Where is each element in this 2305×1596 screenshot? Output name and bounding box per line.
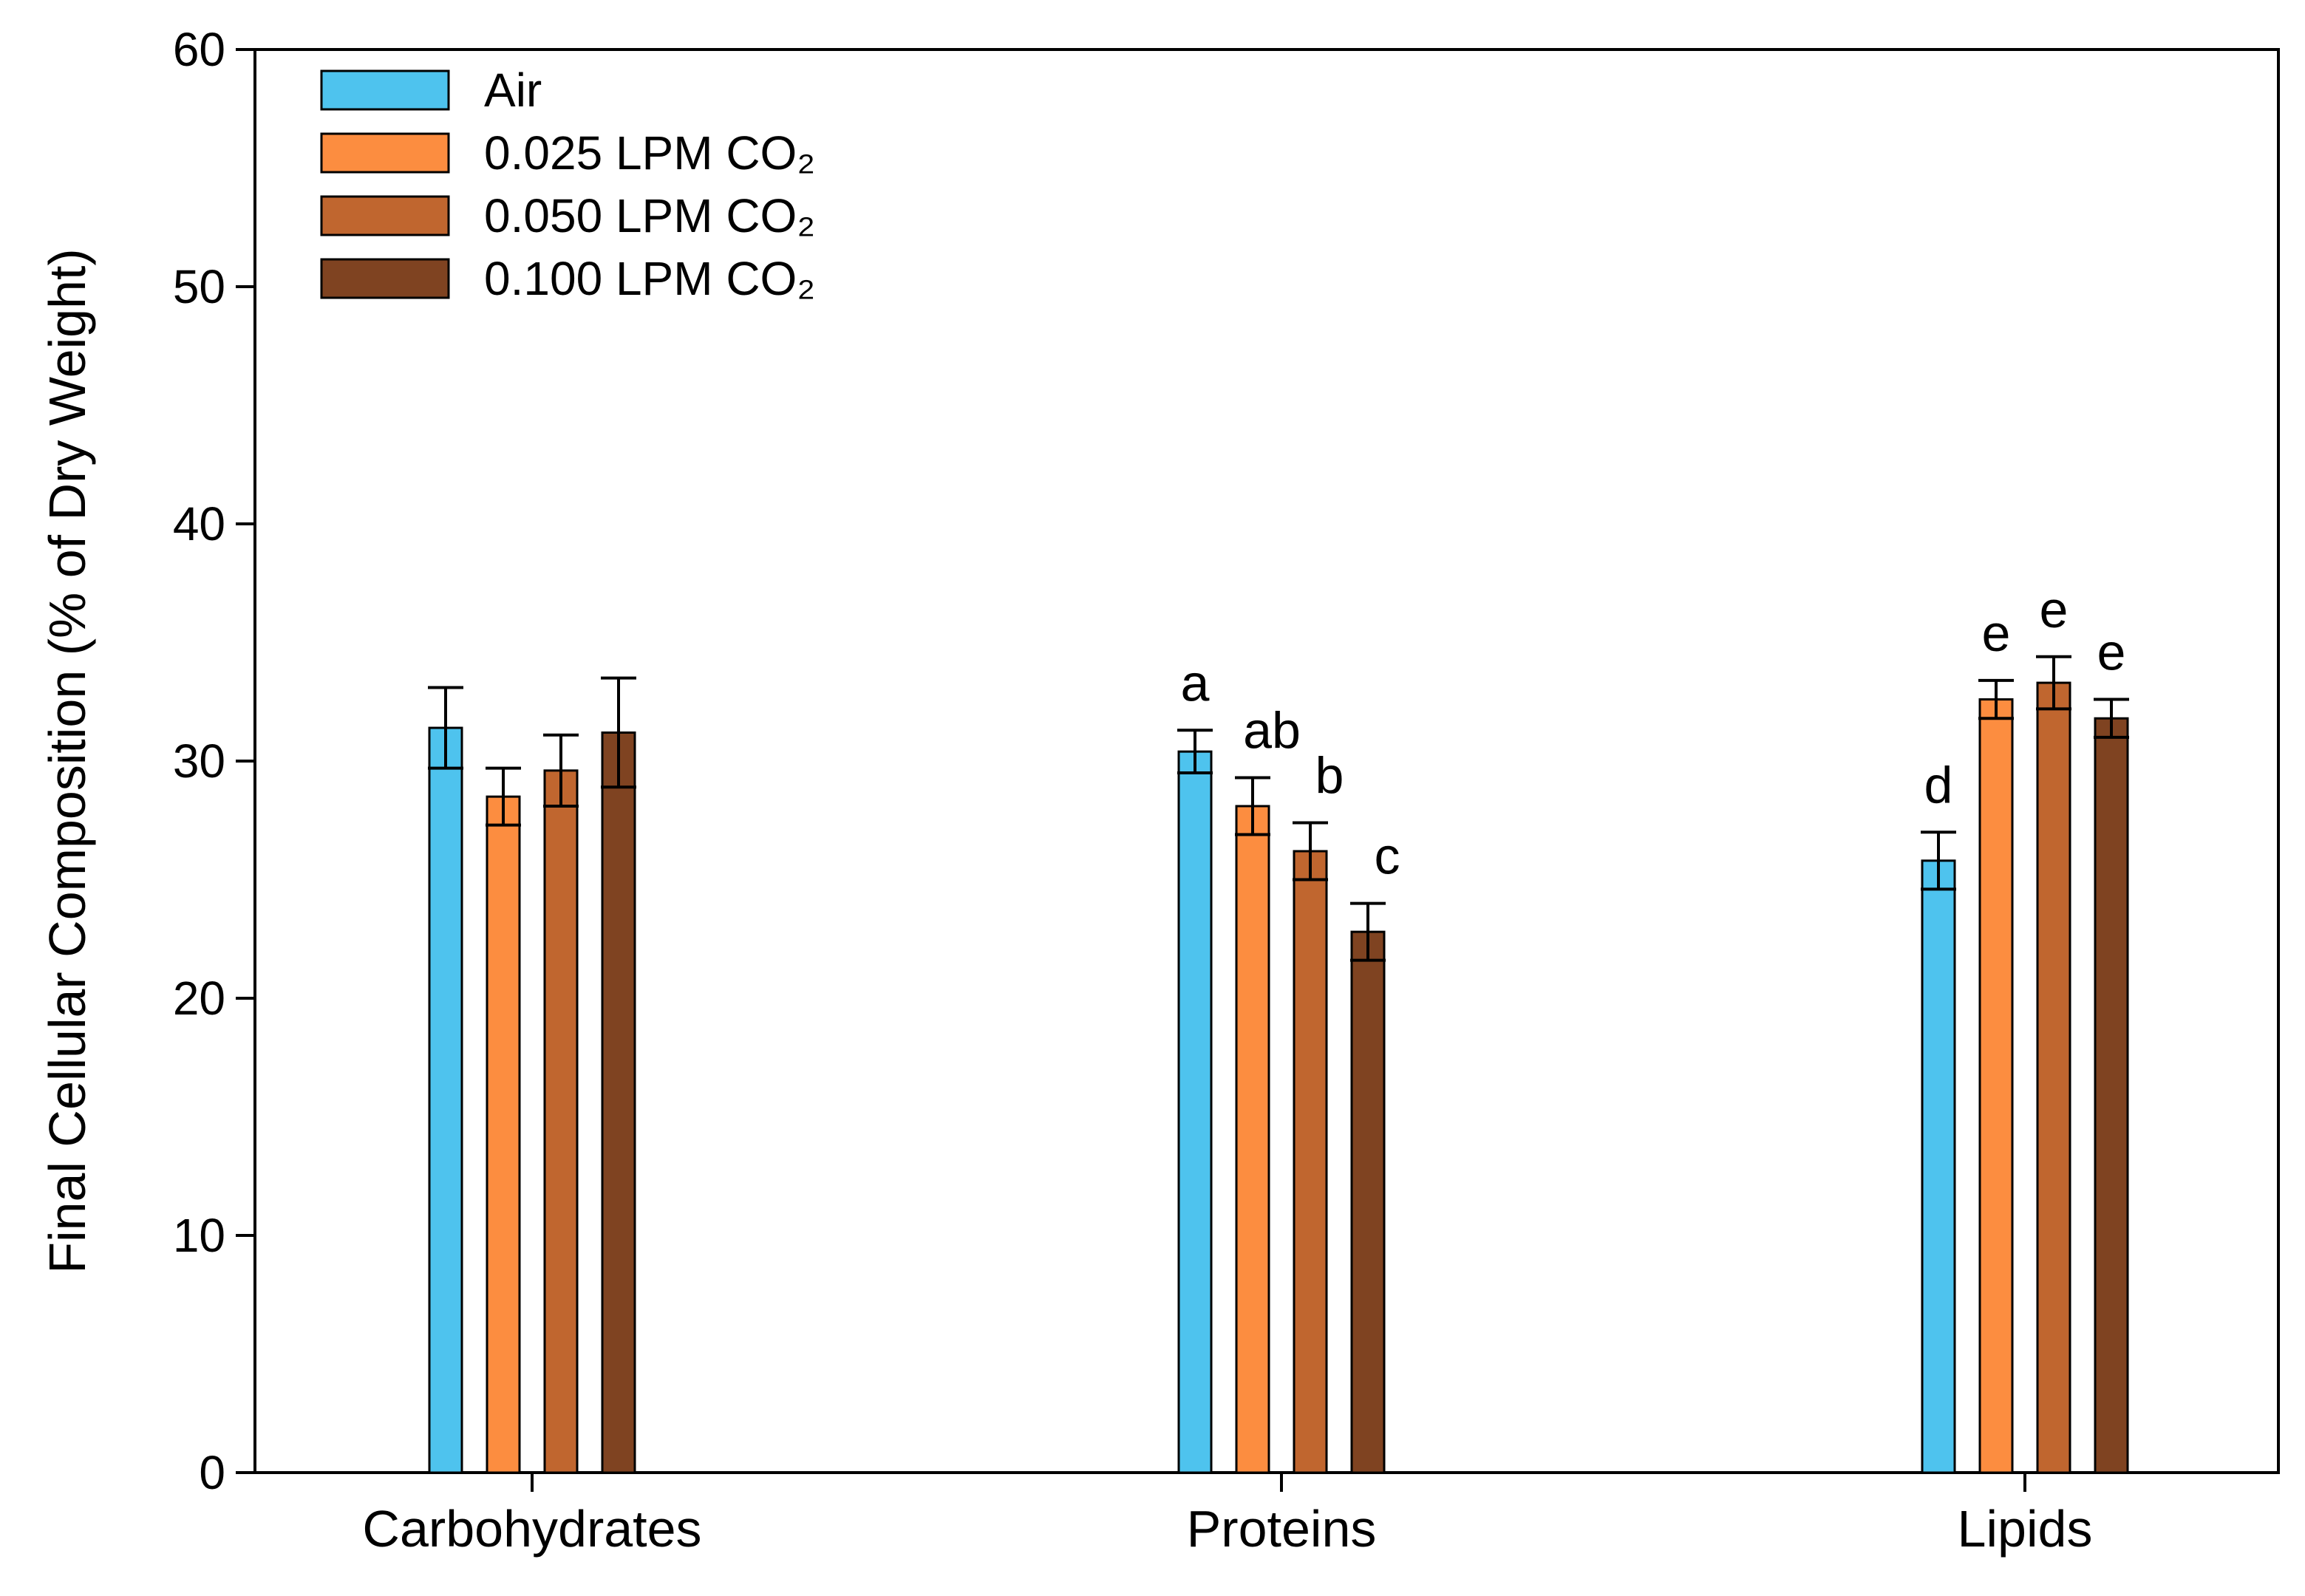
legend-label: 0.100 LPM CO₂ bbox=[484, 252, 815, 305]
significance-label: e bbox=[2097, 624, 2126, 681]
labels: a d ab e b e c e bbox=[1181, 581, 2126, 885]
y-tick-label: 60 bbox=[173, 23, 225, 76]
bar bbox=[1235, 805, 1270, 1474]
significance-label: e bbox=[1982, 604, 2011, 662]
y-tick-label: 40 bbox=[173, 497, 225, 550]
legend-label: Air bbox=[484, 64, 542, 117]
x-tick-label: Proteins bbox=[1187, 1500, 1377, 1558]
significance-label: e bbox=[2040, 581, 2069, 638]
legend-swatch bbox=[320, 195, 450, 236]
bar bbox=[1350, 930, 1386, 1474]
bar bbox=[1293, 850, 1328, 1474]
legend-label: 0.025 LPM CO₂ bbox=[484, 126, 815, 180]
legend-swatch bbox=[320, 132, 450, 174]
legend: Air 0.025 LPM CO₂ 0.050 LPM CO₂ 0.100 LPM C… bbox=[320, 64, 815, 305]
x-tick-label: Lipids bbox=[1958, 1500, 2093, 1558]
legend-swatch bbox=[320, 69, 450, 111]
x-tick-label: Carbohydrates bbox=[362, 1500, 701, 1558]
bar bbox=[486, 795, 521, 1474]
bar bbox=[543, 769, 579, 1474]
y-tick-label: 0 bbox=[199, 1446, 225, 1499]
significance-label: ab bbox=[1243, 701, 1301, 759]
bar bbox=[2094, 717, 2129, 1474]
y-axis-title: Final Cellular Composition (% of Dry Wei… bbox=[38, 248, 96, 1274]
bar bbox=[1978, 698, 2014, 1474]
bars bbox=[428, 655, 2129, 1474]
y-tick-label: 50 bbox=[173, 260, 225, 313]
significance-label: d bbox=[1924, 756, 1953, 814]
bar bbox=[601, 731, 636, 1474]
y-tick-label: 30 bbox=[173, 734, 225, 788]
legend-label: 0.050 LPM CO₂ bbox=[484, 189, 815, 242]
axes: 0 10 20 30 40 50 60 Carbohydrates Proteins Lipids bbox=[173, 23, 2280, 1558]
bar bbox=[1921, 859, 1956, 1474]
y-tick-label: 10 bbox=[173, 1209, 225, 1262]
bar bbox=[1177, 750, 1213, 1474]
y-tick-label: 20 bbox=[173, 972, 225, 1025]
bar bbox=[428, 726, 463, 1474]
significance-label: a bbox=[1181, 654, 1210, 712]
bar bbox=[2036, 681, 2071, 1474]
legend-swatch bbox=[320, 258, 450, 299]
significance-label: c bbox=[1375, 828, 1400, 885]
significance-label: b bbox=[1315, 746, 1344, 804]
